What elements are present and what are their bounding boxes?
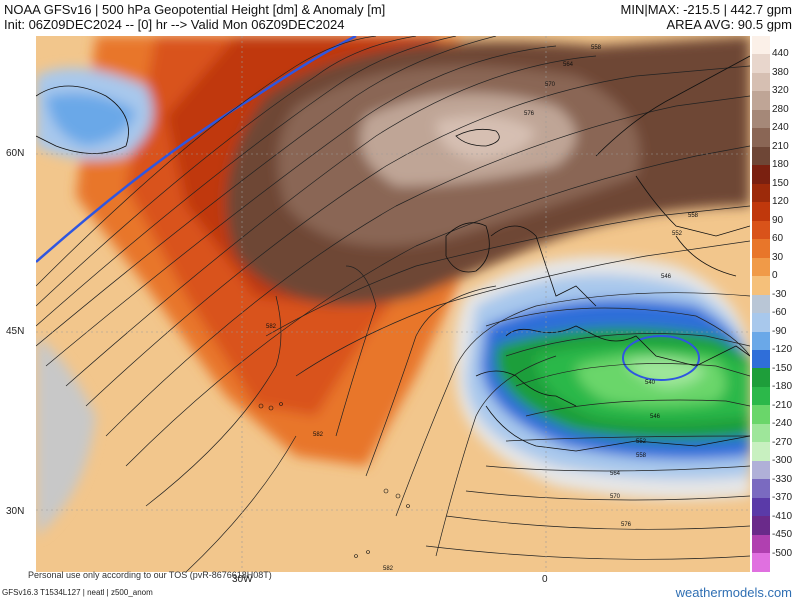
contour-label: 558 xyxy=(688,213,699,219)
chart-title: NOAA GFSv16 | 500 hPa Geopotential Heigh… xyxy=(4,2,385,32)
colorbar-swatch xyxy=(752,313,770,332)
contour-label: 546 xyxy=(661,274,672,280)
colorbar-swatch xyxy=(752,349,770,369)
contour-label: 564 xyxy=(563,62,574,68)
colorbar-label: 280 xyxy=(772,103,789,115)
colorbar-swatch xyxy=(752,405,770,424)
contour-label: 564 xyxy=(610,471,621,477)
colorbar-label: -370 xyxy=(772,492,793,504)
gridlines xyxy=(36,36,750,572)
colorbar-label: -30 xyxy=(772,288,787,300)
colorbar-label: -330 xyxy=(772,473,793,485)
colorbar-swatch xyxy=(752,109,770,129)
colorbar-label: -210 xyxy=(772,399,793,411)
contour-label: 552 xyxy=(636,439,647,445)
minmax-text: MIN|MAX: -215.5 | 442.7 gpm xyxy=(620,2,793,17)
colorbar-swatch xyxy=(752,72,770,92)
area-avg-text: AREA AVG: 90.5 gpm xyxy=(666,17,793,32)
colorbar-label: 240 xyxy=(772,122,789,134)
contour-label: 582 xyxy=(313,432,324,438)
contour-label: 582 xyxy=(383,566,394,572)
colorbar-label: -300 xyxy=(772,455,793,467)
map-canvas: 558 564 570 576 558 552 546 582 582 540 … xyxy=(36,36,750,572)
colorbar-swatch xyxy=(752,202,770,221)
colorbar-swatch xyxy=(752,220,770,240)
contour-label: 558 xyxy=(591,45,602,51)
colorbar-label: 150 xyxy=(772,177,789,189)
closed-low-contour xyxy=(622,335,700,381)
colorbar-label: -60 xyxy=(772,307,787,319)
colorbar-label: 380 xyxy=(772,66,789,78)
lat-label-45n: 45N xyxy=(6,326,25,337)
contour-label: 582 xyxy=(266,324,277,330)
colorbar-label: 30 xyxy=(772,251,784,263)
anomaly-fill xyxy=(36,36,750,536)
anomaly-map: 558 564 570 576 558 552 546 582 582 540 … xyxy=(36,36,750,572)
lon-label-30w: 30W xyxy=(232,574,253,585)
colorbar-swatch xyxy=(752,368,770,387)
colorbar-label: -410 xyxy=(772,510,793,522)
colorbar-label: 120 xyxy=(772,196,789,208)
contour-label: 540 xyxy=(645,380,656,386)
islands xyxy=(258,402,410,558)
colorbar-swatch xyxy=(752,534,770,554)
colorbar-label: 180 xyxy=(772,159,789,171)
model-info: GFSv16.3 T1534L127 | neatl | z500_anom xyxy=(2,588,153,597)
colorbar-label: -120 xyxy=(772,344,793,356)
colorbar-swatch xyxy=(752,91,770,110)
contour-label: 570 xyxy=(545,82,556,88)
personal-use-notice: Personal use only according to our TOS (… xyxy=(28,570,272,580)
colorbar-label: -180 xyxy=(772,381,793,393)
colorbar-swatch xyxy=(752,294,770,314)
contour-label: 558 xyxy=(636,453,647,459)
colorbar-swatch xyxy=(752,460,770,480)
colorbar-label: -150 xyxy=(772,362,793,374)
contour-label: 570 xyxy=(610,494,621,500)
colorbar-swatch xyxy=(752,128,770,147)
colorbar-swatch xyxy=(752,442,770,461)
height-contours xyxy=(36,36,750,572)
colorbar-label: 440 xyxy=(772,48,789,60)
contour-label-group: 558 564 570 576 558 552 546 582 582 540 … xyxy=(266,45,699,572)
lat-label-60n: 60N xyxy=(6,148,25,159)
contour-label: 576 xyxy=(524,111,535,117)
colorbar-label: -240 xyxy=(772,418,793,430)
colorbar-swatch xyxy=(752,553,770,572)
colorbar-swatch xyxy=(752,54,770,73)
stats-panel: MIN|MAX: -215.5 | 442.7 gpm AREA AVG: 90… xyxy=(621,2,793,32)
title-line-2: Init: 06Z09DEC2024 -- [0] hr --> Valid M… xyxy=(4,17,345,32)
colorbar-swatch xyxy=(752,386,770,406)
colorbar-label: 210 xyxy=(772,140,789,152)
colorbar-label: -90 xyxy=(772,325,787,337)
colorbar-label: 0 xyxy=(772,270,778,282)
colorbar-swatch xyxy=(752,423,770,443)
colorbar-swatch xyxy=(752,276,770,295)
colorbar-swatch xyxy=(752,479,770,498)
colorbar-swatch xyxy=(752,239,770,258)
colorbar xyxy=(752,36,770,572)
colorbar-swatch xyxy=(752,497,770,517)
colorbar-label: 60 xyxy=(772,233,784,245)
brand-link[interactable]: weathermodels.com xyxy=(675,585,792,600)
colorbar-swatch xyxy=(752,36,770,55)
colorbar-label: -500 xyxy=(772,547,793,559)
colorbar-swatch xyxy=(752,165,770,184)
colorbar-swatch xyxy=(752,183,770,203)
colorbar-swatch xyxy=(752,516,770,535)
lon-label-0: 0 xyxy=(542,574,548,585)
contour-label: 576 xyxy=(621,522,632,528)
colorbar-swatch xyxy=(752,146,770,166)
coastlines xyxy=(36,55,750,452)
contour-label: 552 xyxy=(672,231,683,237)
contour-label: 546 xyxy=(650,414,661,420)
colorbar-label: -270 xyxy=(772,436,793,448)
colorbar-label: 320 xyxy=(772,85,789,97)
colorbar-swatch xyxy=(752,257,770,277)
colorbar-label: -450 xyxy=(772,529,793,541)
lat-label-30n: 30N xyxy=(6,506,25,517)
colorbar-label: 90 xyxy=(772,214,784,226)
colorbar-swatch xyxy=(752,331,770,350)
title-line-1: NOAA GFSv16 | 500 hPa Geopotential Heigh… xyxy=(4,2,386,17)
